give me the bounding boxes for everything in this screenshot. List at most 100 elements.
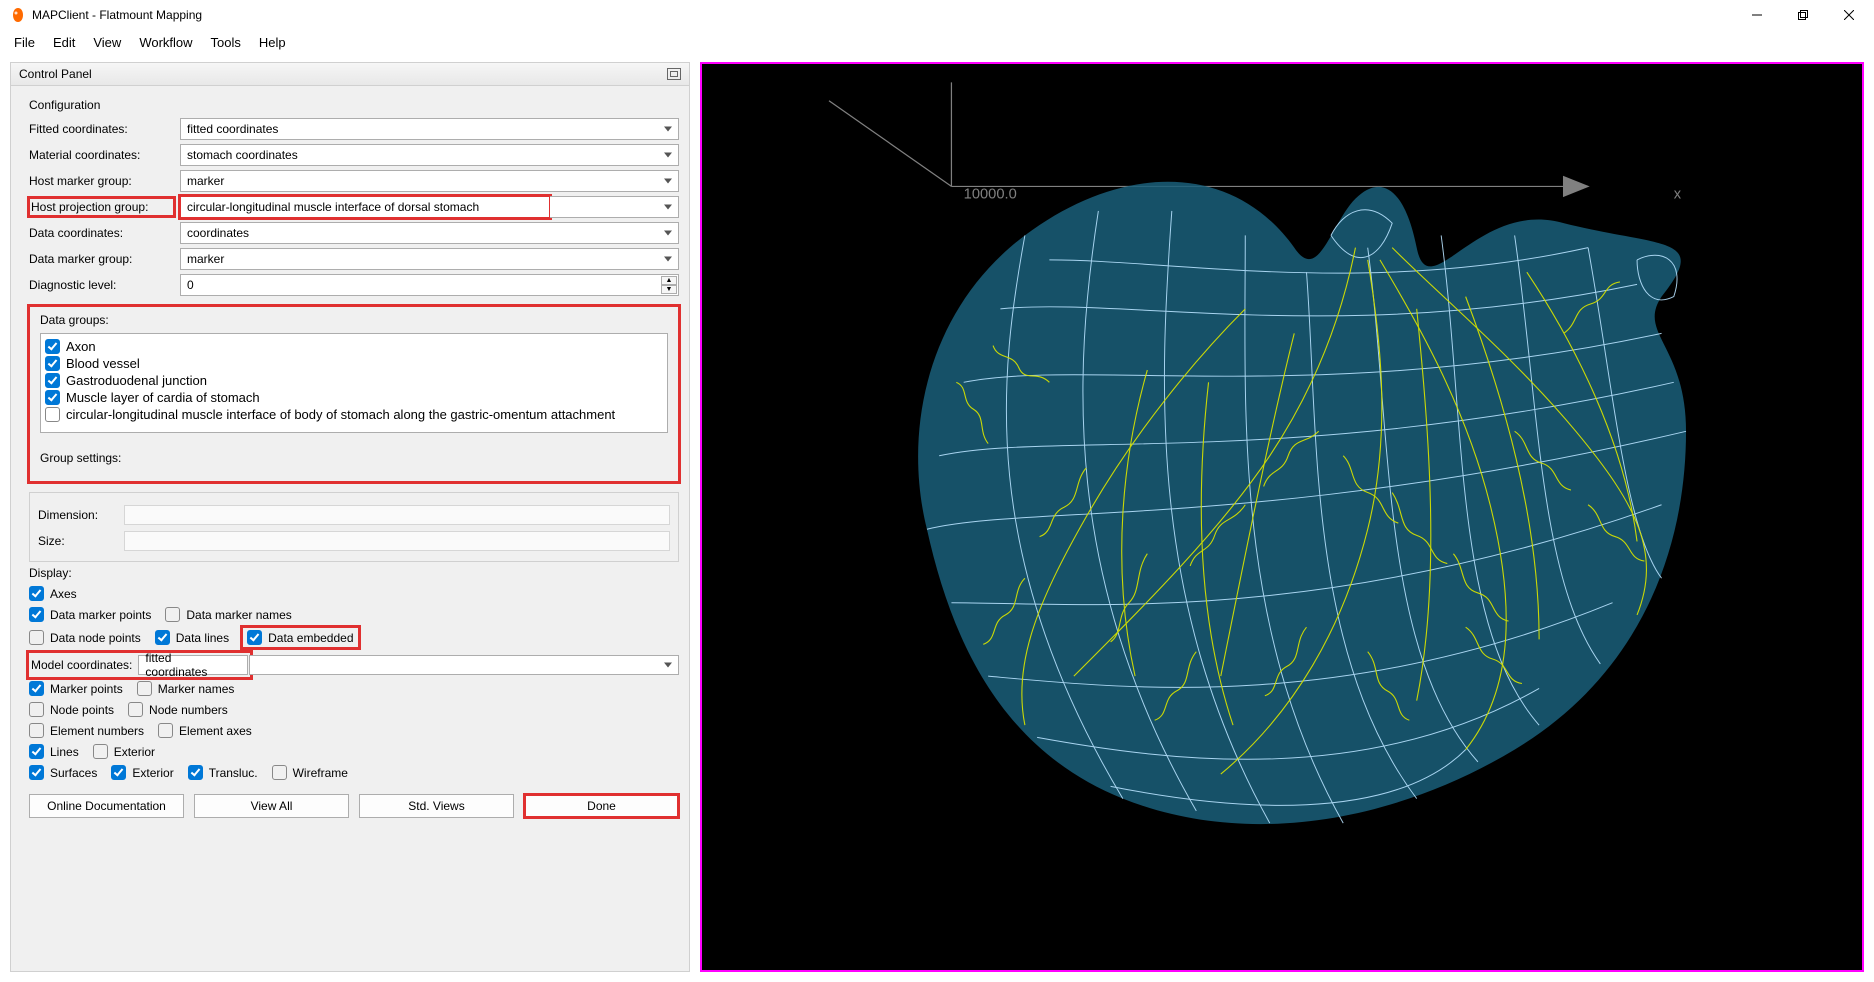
menu-edit[interactable]: Edit <box>45 33 83 52</box>
cb-lines[interactable]: Lines <box>29 744 79 759</box>
cb-node-points[interactable]: Node points <box>29 702 114 717</box>
model-coords-value: fitted coordinates <box>145 651 227 679</box>
menu-view[interactable]: View <box>85 33 129 52</box>
host-marker-label: Host marker group: <box>29 174 174 188</box>
cb-marker-names[interactable]: Marker names <box>137 681 235 696</box>
diag-label: Diagnostic level: <box>29 278 174 292</box>
host-proj-label: Host projection group: <box>29 198 174 216</box>
cb-node-numbers[interactable]: Node numbers <box>128 702 228 717</box>
stomach-surface <box>918 182 1686 824</box>
list-item-label: Muscle layer of cardia of stomach <box>66 390 260 405</box>
cb-label: Data node points <box>50 631 141 645</box>
undock-icon[interactable] <box>667 68 681 80</box>
stdviews-button[interactable]: Std. Views <box>359 794 514 818</box>
checkbox-icon <box>29 586 44 601</box>
cb-label: Marker names <box>158 682 235 696</box>
viewport-3d[interactable]: 10000.0 x <box>700 62 1864 972</box>
list-item: Axon <box>45 338 663 355</box>
cb-marker-points[interactable]: Marker points <box>29 681 123 696</box>
cb-label: Node numbers <box>149 703 228 717</box>
group-settings-label: Group settings: <box>40 451 668 465</box>
maximize-button[interactable] <box>1780 0 1826 30</box>
cb-label: Data lines <box>176 631 229 645</box>
menu-bar: File Edit View Workflow Tools Help <box>0 30 1874 54</box>
fitted-coords-combo[interactable]: fitted coordinates <box>180 118 679 140</box>
cb-label: Exterior <box>114 745 155 759</box>
data-coords-label: Data coordinates: <box>29 226 174 240</box>
title-bar: MAPClient - Flatmount Mapping <box>0 0 1874 30</box>
checkbox-icon[interactable] <box>45 339 60 354</box>
checkbox-icon <box>29 681 44 696</box>
data-groups-label: Data groups: <box>40 313 668 327</box>
model-coords-combo-inner[interactable]: fitted coordinates <box>138 655 248 675</box>
menu-tools[interactable]: Tools <box>203 33 249 52</box>
cb-exterior2[interactable]: Exterior <box>111 765 173 780</box>
list-item: Muscle layer of cardia of stomach <box>45 389 663 406</box>
panel-body: Configuration Fitted coordinates: fitted… <box>11 86 689 971</box>
host-marker-value: marker <box>187 174 224 188</box>
data-groups-list[interactable]: Axon Blood vessel Gastroduodenal junctio… <box>40 333 668 433</box>
checkbox-icon <box>272 765 287 780</box>
size-input[interactable] <box>124 531 670 551</box>
checkbox-icon <box>29 765 44 780</box>
model-coords-label: Model coordinates: <box>31 658 132 672</box>
menu-help[interactable]: Help <box>251 33 294 52</box>
group-settings: Group settings: <box>40 441 668 465</box>
close-button[interactable] <box>1826 0 1872 30</box>
cb-label: Wireframe <box>293 766 348 780</box>
diag-value: 0 <box>187 278 194 292</box>
cb-label: Lines <box>50 745 79 759</box>
model-coords-combo[interactable] <box>249 655 679 675</box>
viewall-button[interactable]: View All <box>194 794 349 818</box>
window-title: MAPClient - Flatmount Mapping <box>32 8 202 22</box>
checkbox-icon <box>29 744 44 759</box>
diag-spinner[interactable]: 0 ▲▼ <box>180 274 679 296</box>
cb-surfaces[interactable]: Surfaces <box>29 765 97 780</box>
panel-title: Control Panel <box>19 67 92 81</box>
cb-transluc[interactable]: Transluc. <box>188 765 258 780</box>
cb-data-marker-names[interactable]: Data marker names <box>165 607 291 622</box>
cb-label: Transluc. <box>209 766 258 780</box>
checkbox-icon <box>111 765 126 780</box>
checkbox-icon[interactable] <box>45 407 60 422</box>
docs-button[interactable]: Online Documentation <box>29 794 184 818</box>
done-button[interactable]: Done <box>524 794 679 818</box>
material-coords-combo[interactable]: stomach coordinates <box>180 144 679 166</box>
cb-data-marker-points[interactable]: Data marker points <box>29 607 151 622</box>
checkbox-icon[interactable] <box>45 373 60 388</box>
dimension-input[interactable] <box>124 505 670 525</box>
cb-axes[interactable]: Axes <box>29 586 77 601</box>
checkbox-icon[interactable] <box>45 356 60 371</box>
spin-down-icon[interactable]: ▼ <box>661 285 677 294</box>
menu-workflow[interactable]: Workflow <box>131 33 200 52</box>
cb-exterior[interactable]: Exterior <box>93 744 155 759</box>
main-area: Control Panel Configuration Fitted coord… <box>0 54 1874 982</box>
cb-label: Data marker names <box>186 608 291 622</box>
checkbox-icon[interactable] <box>45 390 60 405</box>
cb-data-node-points[interactable]: Data node points <box>29 630 141 645</box>
menu-file[interactable]: File <box>6 33 43 52</box>
host-proj-combo[interactable]: circular-longitudinal muscle interface o… <box>180 196 550 218</box>
btn-label: Std. Views <box>408 799 464 813</box>
checkbox-icon <box>158 723 173 738</box>
spin-up-icon[interactable]: ▲ <box>661 276 677 285</box>
minimize-button[interactable] <box>1734 0 1780 30</box>
list-item: Blood vessel <box>45 355 663 372</box>
axis-label: 10000.0 <box>964 187 1017 203</box>
host-proj-combo-ext[interactable] <box>550 196 679 218</box>
cb-data-lines[interactable]: Data lines <box>155 630 229 645</box>
data-coords-combo[interactable]: coordinates <box>180 222 679 244</box>
fitted-coords-value: fitted coordinates <box>187 122 278 136</box>
checkbox-icon <box>128 702 143 717</box>
cb-element-numbers[interactable]: Element numbers <box>29 723 144 738</box>
cb-element-axes[interactable]: Element axes <box>158 723 252 738</box>
cb-wireframe[interactable]: Wireframe <box>272 765 348 780</box>
size-label: Size: <box>38 534 118 548</box>
checkbox-icon <box>29 607 44 622</box>
config-grid: Fitted coordinates: fitted coordinates M… <box>29 118 679 296</box>
data-marker-combo[interactable]: marker <box>180 248 679 270</box>
control-panel: Control Panel Configuration Fitted coord… <box>10 62 690 972</box>
checkbox-icon <box>137 681 152 696</box>
cb-data-embedded[interactable]: Data embedded <box>243 628 357 647</box>
host-marker-combo[interactable]: marker <box>180 170 679 192</box>
